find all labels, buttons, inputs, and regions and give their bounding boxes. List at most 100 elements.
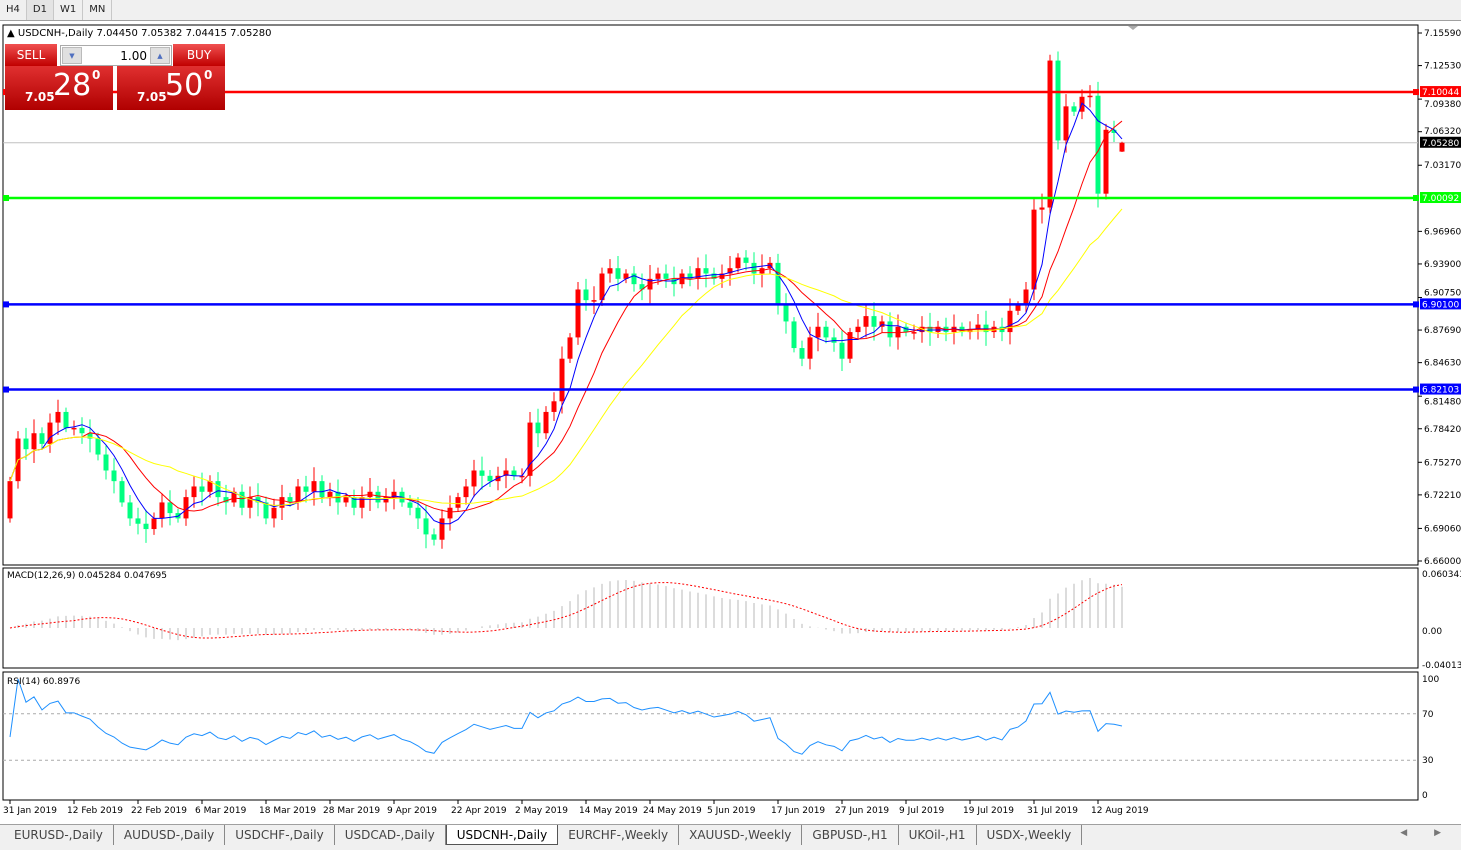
candle	[679, 269, 685, 289]
candle-body	[335, 491, 341, 503]
candle-body	[287, 497, 293, 503]
candle	[479, 456, 485, 490]
current-price-tag	[1420, 136, 1461, 148]
candle-body	[871, 316, 877, 327]
buy-button[interactable]: BUY	[173, 44, 225, 66]
candle-body	[599, 273, 605, 301]
symbol-label: USDCNH-,Daily	[17, 28, 94, 39]
candle-body	[159, 502, 165, 519]
chart-tab[interactable]: USDCNH-,Daily	[445, 825, 559, 845]
x-tick-label: 27 Jun 2019	[835, 806, 889, 816]
candle	[751, 252, 757, 285]
candle-body	[447, 507, 453, 519]
chart-panel-1	[2, 567, 1419, 669]
candle	[839, 330, 845, 371]
candle-body	[327, 491, 333, 498]
timeframe-h4[interactable]: H4	[0, 0, 27, 20]
x-tick-label: 28 Mar 2019	[323, 806, 380, 816]
candle-body	[63, 411, 69, 428]
timeframe-mn[interactable]: MN	[83, 0, 113, 20]
candle-body	[991, 326, 997, 333]
candle	[1047, 54, 1053, 214]
lots-stepper[interactable]: ▼ 1.00 ▲	[60, 45, 172, 66]
candle	[607, 259, 613, 283]
candle-body	[71, 427, 77, 430]
candle	[575, 282, 581, 345]
buy-price[interactable]: 7.05 50 0	[117, 66, 225, 110]
collapse-triangle-icon[interactable]: ▲	[7, 28, 15, 39]
chart-tab[interactable]: UKOil-,H1	[899, 825, 977, 845]
chart-tab[interactable]: USDCHF-,Daily	[225, 825, 335, 845]
candle	[895, 314, 901, 350]
timeframe-d1[interactable]: D1	[26, 0, 54, 20]
candle-body	[263, 502, 269, 519]
candle-body	[887, 321, 893, 338]
x-tick-label: 9 Apr 2019	[387, 806, 437, 816]
candle	[255, 483, 261, 517]
candle	[1055, 51, 1061, 150]
candle	[1119, 141, 1125, 152]
moving-average-line	[9, 102, 1123, 525]
sell-price[interactable]: 7.05 28 0	[5, 66, 113, 110]
candle	[103, 445, 109, 480]
level-handle	[1413, 89, 1419, 96]
macd-tick-label: 0.00	[1422, 627, 1442, 637]
candle	[1095, 81, 1101, 208]
chart-tab[interactable]: AUDUSD-,Daily	[114, 825, 226, 845]
candle-body	[583, 289, 589, 301]
candle-body	[791, 321, 797, 349]
candle	[695, 257, 701, 290]
chart-tab[interactable]: EURCHF-,Weekly	[558, 825, 680, 845]
x-tick-label: 17 Jun 2019	[771, 806, 825, 816]
level-price-tag	[1420, 86, 1461, 98]
candle	[423, 504, 429, 549]
candle	[455, 492, 461, 513]
price-chart[interactable]: 7.15590 7.12530 7.09380 7.06320 7.03170 6.969…	[0, 0, 1461, 822]
candle	[831, 328, 837, 352]
sell-button[interactable]: SELL	[5, 44, 57, 66]
candle	[271, 498, 277, 528]
candle-body	[231, 491, 237, 503]
lots-value[interactable]: 1.00	[120, 49, 147, 63]
level-price-label: 6.90100	[1422, 300, 1459, 310]
candle-body	[1023, 289, 1029, 306]
candle	[127, 494, 133, 526]
tab-scroll-arrows[interactable]: ◀ ▶	[1400, 828, 1453, 838]
macd-tick-label: 0.060343	[1422, 570, 1461, 580]
chart-tab[interactable]: GBPUSD-,H1	[802, 825, 899, 845]
candle-body	[615, 268, 621, 279]
candle-body	[927, 326, 933, 333]
candle-body	[135, 518, 141, 524]
level-price-tag	[1420, 383, 1461, 395]
chart-tab[interactable]: USDX-,Weekly	[977, 825, 1083, 845]
candle	[431, 528, 437, 546]
candle-body	[79, 427, 85, 434]
chart-tab[interactable]: EURUSD-,Daily	[4, 825, 114, 845]
decrease-lots-icon[interactable]: ▼	[62, 47, 82, 64]
candle	[303, 475, 309, 503]
candle-body	[631, 273, 637, 285]
candle	[863, 305, 869, 338]
candle	[631, 266, 637, 292]
candle	[487, 469, 493, 488]
candle-body	[343, 497, 349, 503]
x-tick-label: 2 May 2019	[515, 806, 568, 816]
chart-tabs: EURUSD-,Daily AUDUSD-,Daily USDCHF-,Daily U…	[0, 824, 1461, 850]
rsi-line	[9, 678, 1123, 755]
candle-body	[1007, 310, 1013, 333]
candle	[239, 484, 245, 516]
candle-body	[119, 481, 125, 503]
candle-body	[775, 262, 781, 306]
candle	[151, 512, 157, 535]
increase-lots-icon[interactable]: ▲	[150, 47, 170, 64]
y-tick-label: 6.72210	[1424, 491, 1461, 501]
candle	[711, 267, 717, 285]
timeframe-w1[interactable]: W1	[54, 0, 84, 20]
candle	[503, 458, 509, 489]
chart-panel-0	[2, 24, 1419, 566]
chart-tab[interactable]: XAUUSD-,Weekly	[679, 825, 803, 845]
y-tick-label: 7.15590	[1424, 29, 1461, 39]
candle-body	[863, 316, 869, 327]
chart-tab[interactable]: USDCAD-,Daily	[335, 825, 446, 845]
candle-body	[319, 481, 325, 498]
